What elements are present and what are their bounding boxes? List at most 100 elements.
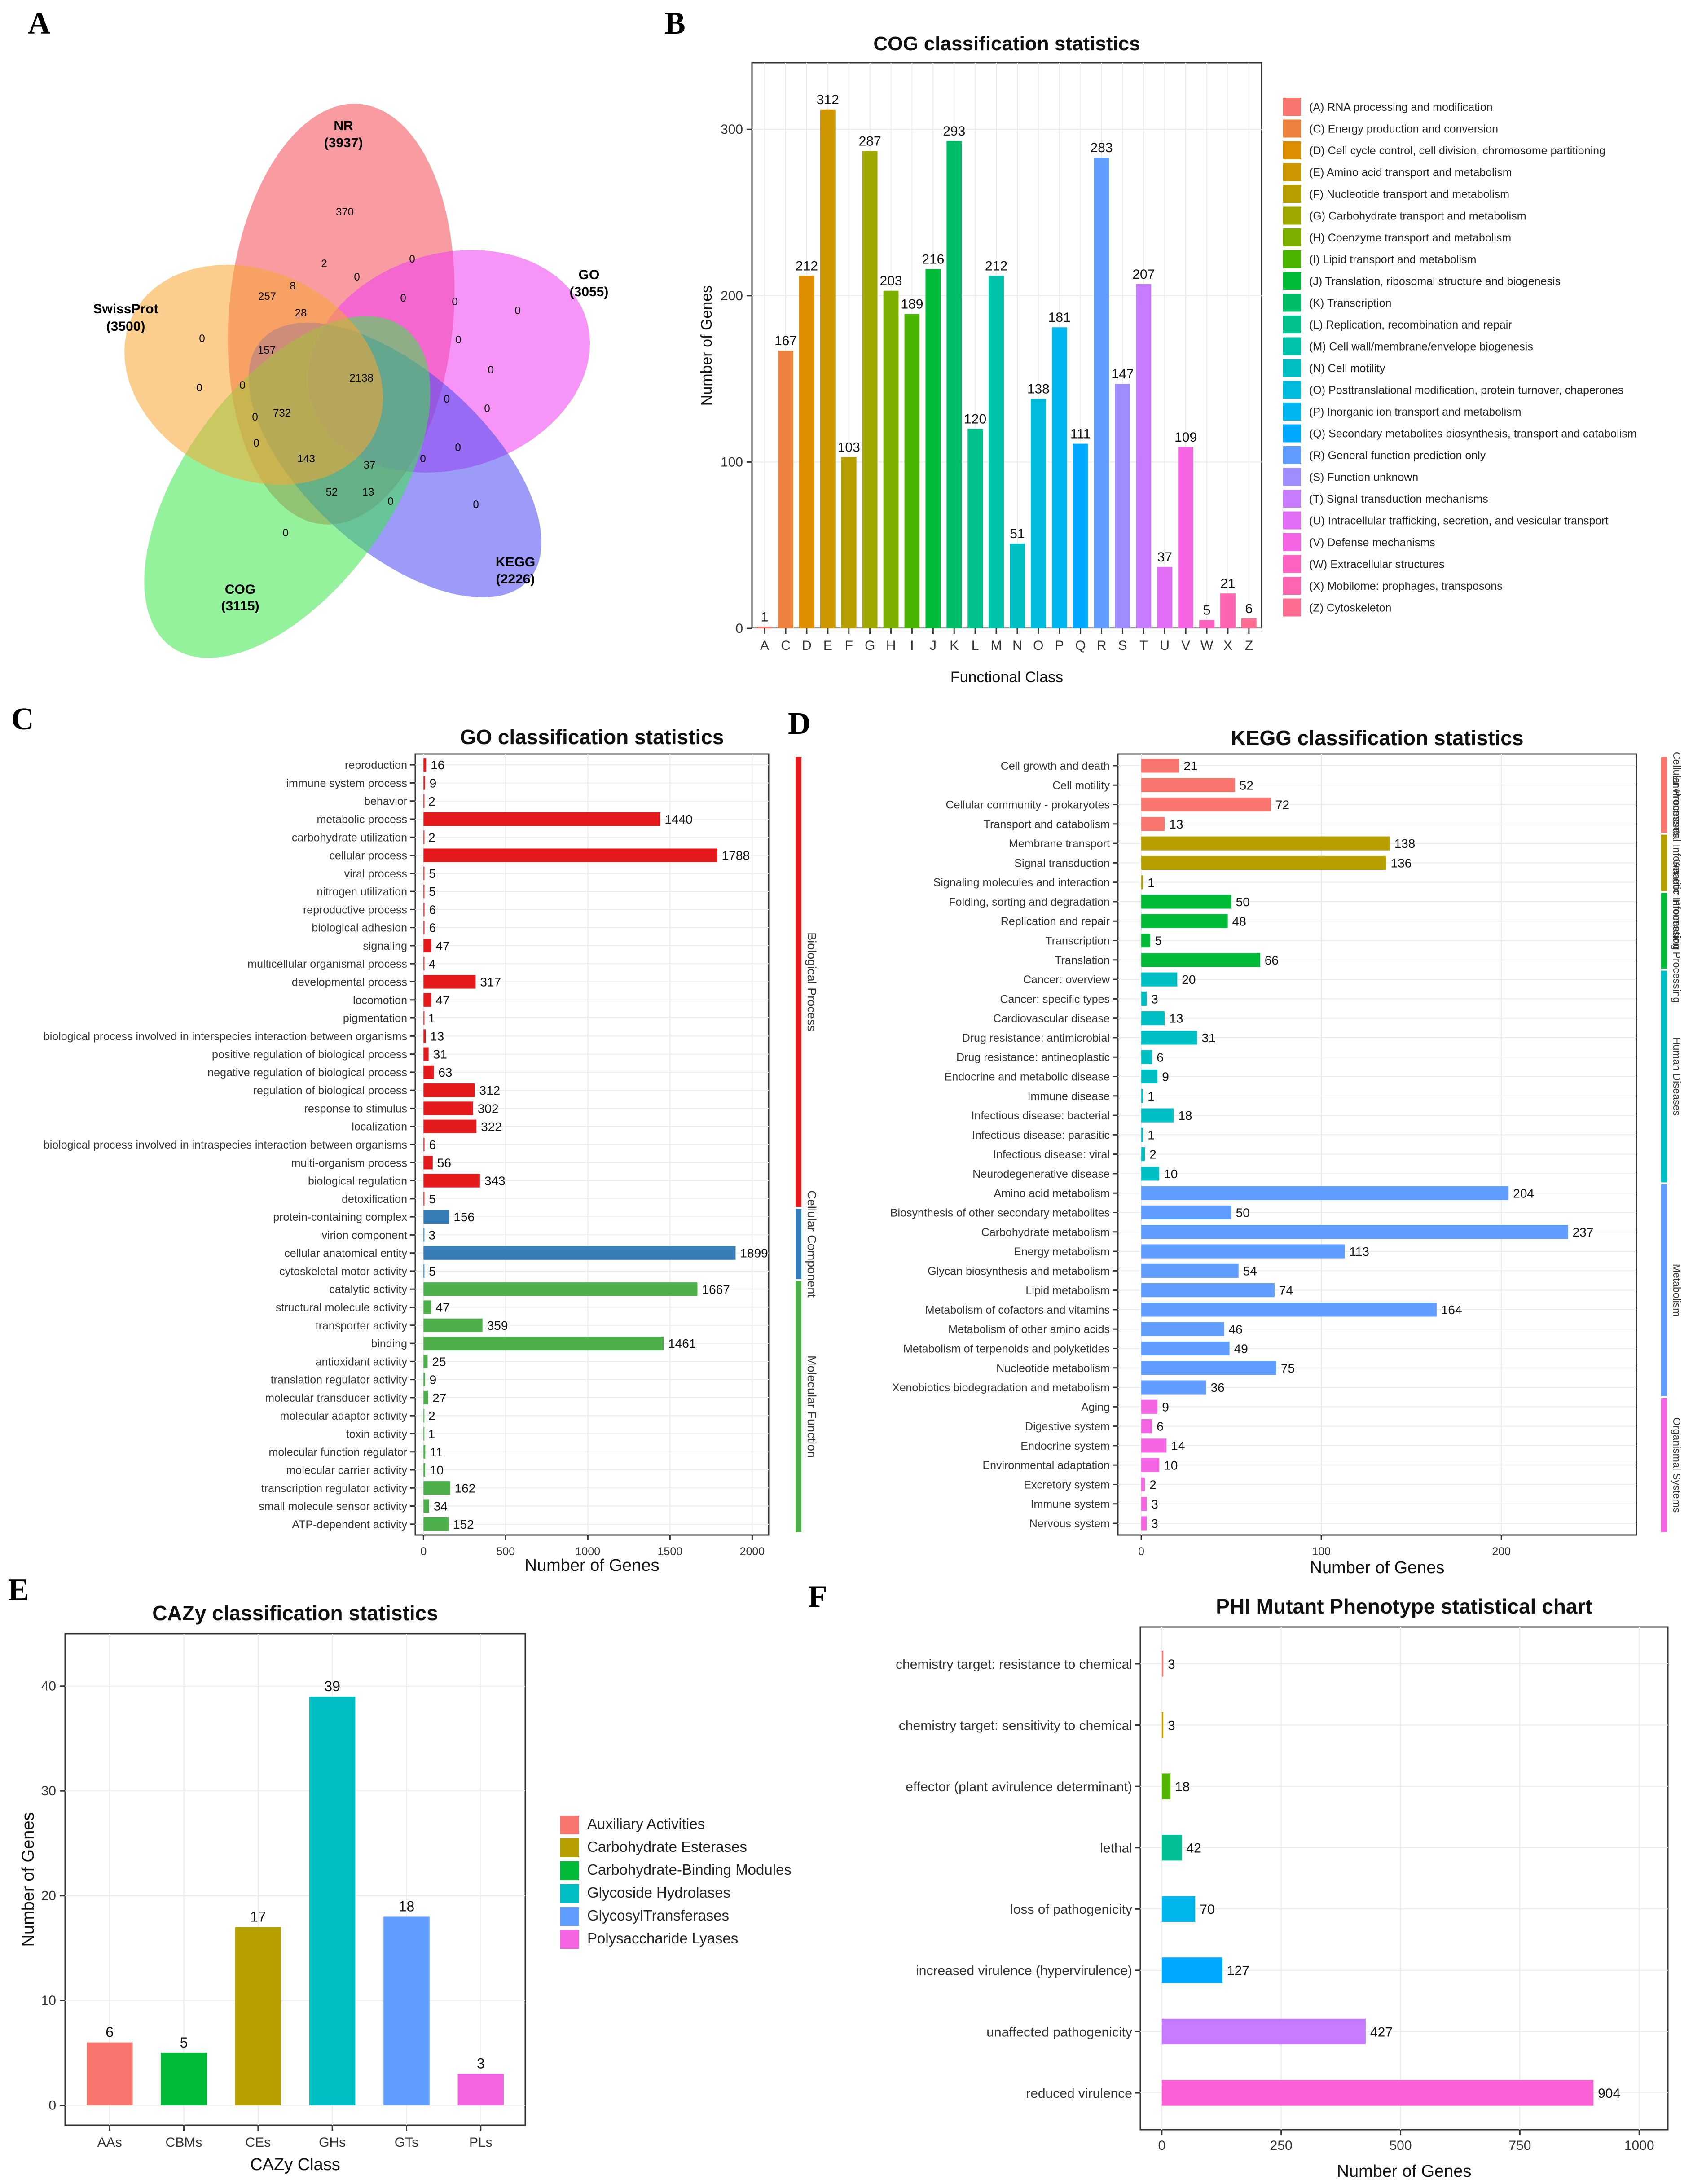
data-label: 287 <box>859 134 881 149</box>
x-tick-label: W <box>1200 638 1214 653</box>
y-tick-label: molecular function regulator <box>269 1446 408 1459</box>
legend-entry: (N) Cell motility <box>1309 362 1385 375</box>
legend-swatch <box>1283 316 1301 333</box>
bar <box>423 993 431 1007</box>
bar <box>423 1192 425 1206</box>
bar <box>423 1300 431 1314</box>
legend-swatch <box>1283 337 1301 355</box>
bar <box>423 1463 425 1477</box>
data-label: 162 <box>455 1481 476 1495</box>
data-label: 207 <box>1132 267 1155 282</box>
bar <box>1141 895 1231 909</box>
group-strip-label: Cellular Component <box>805 1190 818 1298</box>
bar <box>423 1373 425 1386</box>
panel-letter-f: F <box>808 1579 827 1614</box>
y-tick-label: multi-organism process <box>291 1157 407 1169</box>
group-strip-label: Genetic Information Processing <box>1671 859 1683 1003</box>
bar <box>1141 1186 1509 1200</box>
bar <box>1141 1263 1239 1278</box>
group-strip-label: Organismal Systems <box>1671 1417 1683 1513</box>
legend-swatch <box>1283 163 1301 181</box>
data-label: 189 <box>901 297 923 312</box>
data-label: 6 <box>106 2024 114 2040</box>
data-label: 42 <box>1187 1841 1201 1856</box>
plot-panel <box>64 1633 526 2126</box>
bar <box>1136 284 1152 628</box>
bar <box>1141 1205 1231 1220</box>
bar <box>235 1927 281 2105</box>
plot-panel <box>1139 1626 1669 2131</box>
y-tick-label: 100 <box>721 455 743 469</box>
data-label: 6 <box>429 1138 436 1152</box>
x-tick-label: 0 <box>420 1545 427 1558</box>
x-axis-label: Functional Class <box>950 669 1063 686</box>
y-tick-label: Nervous system <box>1029 1517 1110 1530</box>
y-tick-label: biological adhesion <box>312 922 407 934</box>
bar <box>1030 399 1046 628</box>
plot-panel <box>1117 753 1637 1536</box>
x-tick-label: GTs <box>395 2135 418 2150</box>
x-tick-label: F <box>845 638 853 653</box>
data-label: 34 <box>434 1500 448 1513</box>
bar <box>1141 933 1151 948</box>
legend-swatch <box>560 1930 579 1949</box>
y-tick-label: locomotion <box>353 994 407 1007</box>
legend-swatch <box>560 1884 579 1903</box>
y-tick-label: Carbohydrate metabolism <box>981 1226 1110 1239</box>
x-tick-label: M <box>991 638 1002 653</box>
panel-letter-d: D <box>788 706 811 741</box>
legend-entry: (Z) Cytoskeleton <box>1309 601 1391 614</box>
data-label: 3 <box>1168 1718 1175 1733</box>
group-strip <box>1661 893 1667 969</box>
legend-entry: (J) Translation, ribosomal structure and… <box>1309 275 1561 288</box>
data-label: 1 <box>1148 1089 1155 1103</box>
data-label: 75 <box>1281 1361 1295 1375</box>
data-label: 50 <box>1236 895 1250 909</box>
venn-region-value: 0 <box>252 411 258 423</box>
y-tick-label: carbohydrate utilization <box>292 831 407 844</box>
data-label: 36 <box>1211 1381 1225 1395</box>
bar <box>1141 1341 1230 1356</box>
data-label: 56 <box>437 1156 451 1170</box>
bar <box>423 1355 428 1368</box>
y-tick-label: Membrane transport <box>1009 838 1110 850</box>
y-axis-label: Number of Genes <box>698 285 715 406</box>
legend-entry: GlycosylTransferases <box>587 1907 729 1924</box>
data-label: 6 <box>1157 1050 1164 1064</box>
legend-entry: (U) Intracellular trafficking, secretion… <box>1309 514 1609 527</box>
x-tick-label: 1000 <box>1624 2138 1654 2153</box>
legend-swatch <box>560 1816 579 1834</box>
venn-region-value: 0 <box>488 364 493 376</box>
bar <box>423 1083 475 1097</box>
y-tick-label: Cell growth and death <box>1001 760 1110 772</box>
x-tick-label: J <box>930 638 937 653</box>
chart-title: COG classification statistics <box>873 33 1140 55</box>
y-tick-label: Signal transduction <box>1014 857 1110 869</box>
x-axis-label: Number of Genes <box>1337 2162 1472 2181</box>
group-strip-label: Molecular Function <box>805 1355 818 1458</box>
bar <box>1141 991 1147 1006</box>
bar <box>423 1174 480 1188</box>
group-strip <box>1661 1184 1667 1396</box>
legend-swatch <box>1283 598 1301 617</box>
legend-entry: (K) Transcription <box>1309 297 1391 309</box>
bar <box>1141 1031 1197 1045</box>
venn-region-value: 0 <box>473 499 479 511</box>
bar <box>1141 1361 1276 1375</box>
x-axis-label: Number of Genes <box>1310 1558 1445 1577</box>
bar <box>423 1517 449 1531</box>
venn-region-value: 0 <box>354 271 360 283</box>
y-tick-label: ATP-dependent activity <box>292 1518 407 1531</box>
venn-count-go: (3055) <box>570 285 609 299</box>
venn-label-swissprot: SwissProt <box>93 302 158 316</box>
y-tick-label: increased virulence (hypervirulence) <box>916 1964 1132 1978</box>
group-strip <box>1661 834 1667 891</box>
data-label: 312 <box>479 1083 501 1097</box>
y-tick-label: signaling <box>363 940 407 952</box>
bar <box>883 290 899 628</box>
bar <box>1141 1438 1167 1453</box>
x-tick-label: 0 <box>1138 1545 1144 1558</box>
bar <box>1141 1458 1160 1472</box>
y-tick-label: Immune system <box>1031 1498 1110 1511</box>
data-label: 103 <box>838 440 860 455</box>
